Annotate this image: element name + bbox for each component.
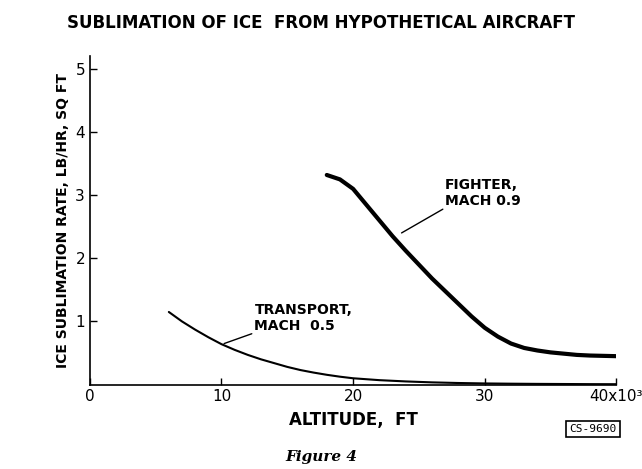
Text: Figure 4: Figure 4 <box>285 450 357 464</box>
X-axis label: ALTITUDE,  FT: ALTITUDE, FT <box>289 411 417 430</box>
Text: CS-9690: CS-9690 <box>569 424 616 434</box>
Text: SUBLIMATION OF ICE  FROM HYPOTHETICAL AIRCRAFT: SUBLIMATION OF ICE FROM HYPOTHETICAL AIR… <box>67 14 575 32</box>
Text: TRANSPORT,
MACH  0.5: TRANSPORT, MACH 0.5 <box>254 303 352 333</box>
Text: FIGHTER,
MACH 0.9: FIGHTER, MACH 0.9 <box>445 178 521 208</box>
Y-axis label: ICE SUBLIMATION RATE, LB/HR, SQ FT: ICE SUBLIMATION RATE, LB/HR, SQ FT <box>56 73 70 368</box>
